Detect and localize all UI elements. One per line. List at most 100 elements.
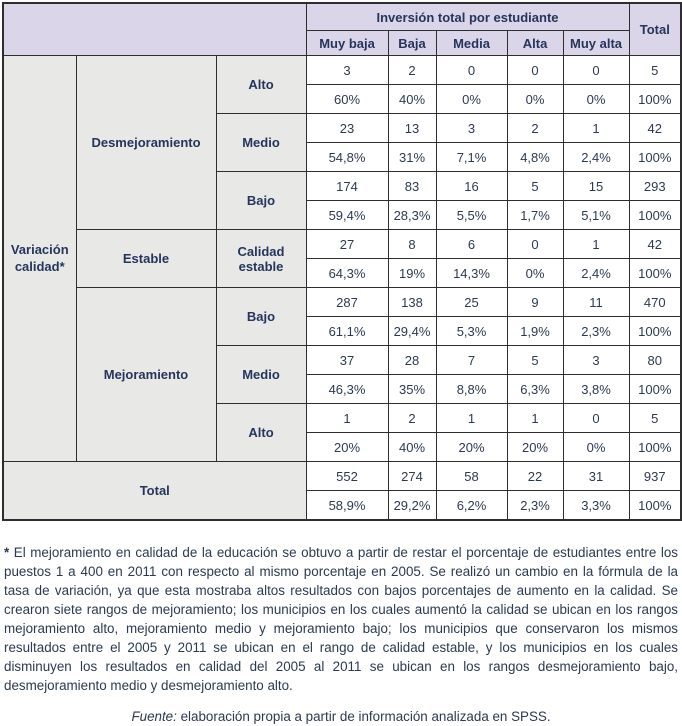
count-cell: 2 — [387, 403, 437, 433]
pct-cell: 14,3% — [435, 258, 508, 288]
count-cell: 58 — [435, 461, 508, 491]
count-cell: 16 — [435, 171, 508, 201]
level-label: Medio — [215, 345, 307, 404]
count-cell: 174 — [305, 171, 389, 201]
count-cell: 5 — [506, 171, 564, 201]
pct-cell: 100% — [628, 258, 682, 288]
source-label: Fuente: — [131, 709, 177, 724]
count-cell: 138 — [387, 287, 437, 317]
count-cell: 287 — [305, 287, 389, 317]
investment-header: Inversión total por estudiante — [305, 2, 630, 31]
count-cell: 42 — [628, 229, 682, 259]
footnote-marker: * — [4, 545, 10, 560]
pct-cell: 40% — [387, 432, 437, 462]
pct-cell: 29,2% — [387, 490, 437, 521]
pct-cell: 100% — [628, 84, 682, 114]
pct-cell: 2,4% — [562, 258, 630, 288]
count-cell: 13 — [387, 113, 437, 143]
count-cell: 5 — [628, 55, 682, 85]
side-axis-label: Variación calidad* — [2, 55, 77, 462]
pct-cell: 29,4% — [387, 316, 437, 346]
pct-cell: 0% — [506, 258, 564, 288]
group-label: Estable — [75, 229, 217, 288]
pct-cell: 31% — [387, 142, 437, 172]
count-cell: 11 — [562, 287, 630, 317]
count-cell: 293 — [628, 171, 682, 201]
level-label: Calidad estable — [215, 229, 307, 288]
pct-cell: 0% — [435, 84, 508, 114]
pct-cell: 2,4% — [562, 142, 630, 172]
count-cell: 937 — [628, 461, 682, 491]
pct-cell: 100% — [628, 200, 682, 230]
count-cell: 25 — [435, 287, 508, 317]
pct-cell: 20% — [305, 432, 389, 462]
count-cell: 1 — [506, 403, 564, 433]
count-cell: 1 — [562, 113, 630, 143]
pct-cell: 35% — [387, 374, 437, 404]
count-cell: 9 — [506, 287, 564, 317]
pct-cell: 100% — [628, 490, 682, 521]
level-label: Bajo — [215, 171, 307, 230]
pct-cell: 2,3% — [562, 316, 630, 346]
pct-cell: 0% — [562, 84, 630, 114]
pct-cell: 100% — [628, 432, 682, 462]
pct-cell: 8,8% — [435, 374, 508, 404]
pct-cell: 64,3% — [305, 258, 389, 288]
pct-cell: 61,1% — [305, 316, 389, 346]
count-cell: 470 — [628, 287, 682, 317]
count-cell: 22 — [506, 461, 564, 491]
level-header: Muy baja — [305, 30, 389, 56]
level-header: Media — [435, 30, 508, 56]
level-label: Alto — [215, 55, 307, 114]
group-label: Desmejoramiento — [75, 55, 217, 230]
level-label: Medio — [215, 113, 307, 172]
source-line: Fuente: elaboración propia a partir de i… — [2, 709, 680, 724]
count-cell: 83 — [387, 171, 437, 201]
count-cell: 6 — [435, 229, 508, 259]
pct-cell: 54,8% — [305, 142, 389, 172]
level-header: Muy alta — [562, 30, 630, 56]
corner-cell — [2, 2, 307, 56]
pct-cell: 0% — [562, 432, 630, 462]
count-cell: 5 — [628, 403, 682, 433]
pct-cell: 20% — [435, 432, 508, 462]
pct-cell: 100% — [628, 374, 682, 404]
pct-cell: 40% — [387, 84, 437, 114]
count-cell: 28 — [387, 345, 437, 375]
crosstab-table: Inversión total por estudiante Total Muy… — [2, 2, 682, 521]
level-header: Alta — [506, 30, 564, 56]
count-cell: 15 — [562, 171, 630, 201]
level-header: Baja — [387, 30, 437, 56]
pct-cell: 100% — [628, 142, 682, 172]
count-cell: 3 — [305, 55, 389, 85]
total-column-header: Total — [628, 2, 682, 56]
count-cell: 31 — [562, 461, 630, 491]
pct-cell: 1,7% — [506, 200, 564, 230]
pct-cell: 6,2% — [435, 490, 508, 521]
count-cell: 23 — [305, 113, 389, 143]
pct-cell: 28,3% — [387, 200, 437, 230]
pct-cell: 6,3% — [506, 374, 564, 404]
pct-cell: 5,5% — [435, 200, 508, 230]
count-cell: 0 — [435, 55, 508, 85]
count-cell: 5 — [506, 345, 564, 375]
footnote: * El mejoramiento en calidad de la educa… — [2, 543, 680, 695]
count-cell: 80 — [628, 345, 682, 375]
count-cell: 3 — [435, 113, 508, 143]
count-cell: 1 — [562, 229, 630, 259]
pct-cell: 7,1% — [435, 142, 508, 172]
pct-cell: 5,3% — [435, 316, 508, 346]
count-cell: 7 — [435, 345, 508, 375]
pct-cell: 3,8% — [562, 374, 630, 404]
source-text: elaboración propia a partir de informaci… — [180, 709, 551, 724]
count-cell: 0 — [562, 55, 630, 85]
pct-cell: 1,9% — [506, 316, 564, 346]
pct-cell: 2,3% — [506, 490, 564, 521]
count-cell: 274 — [387, 461, 437, 491]
level-label: Bajo — [215, 287, 307, 346]
pct-cell: 58,9% — [305, 490, 389, 521]
count-cell: 0 — [506, 229, 564, 259]
level-label: Alto — [215, 403, 307, 462]
total-row-label: Total — [2, 461, 307, 521]
count-cell: 1 — [435, 403, 508, 433]
